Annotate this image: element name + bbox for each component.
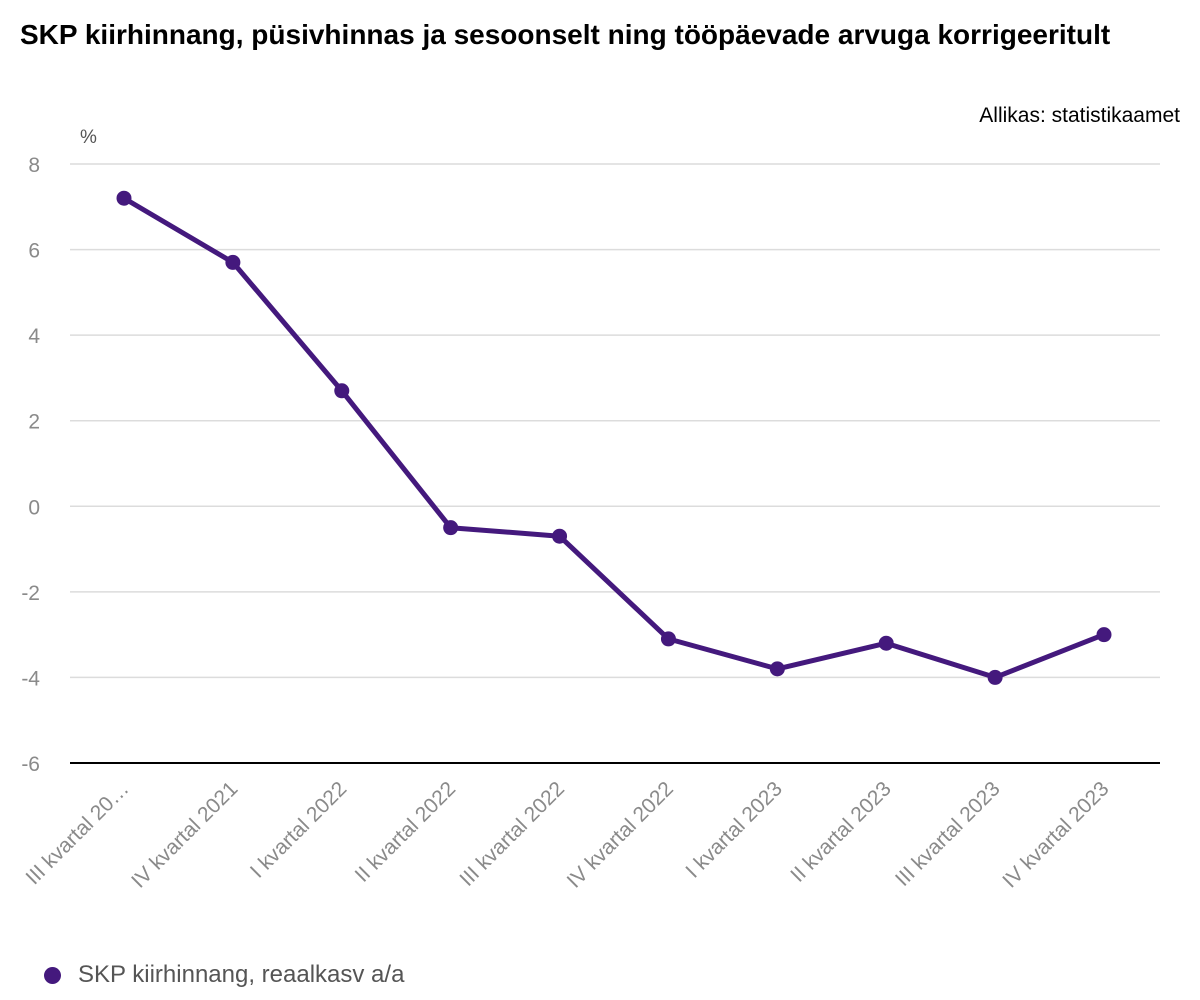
y-axis-ticks: 8 6 4 2 0 -2 -4 -6: [21, 154, 40, 776]
y-tick-label: -6: [21, 753, 40, 776]
x-tick-label: II kvartal 2023: [786, 777, 896, 887]
x-tick-label: III kvartal 20…: [22, 777, 134, 889]
data-point: [334, 383, 350, 399]
x-tick-label: IV kvartal 2023: [998, 777, 1113, 892]
source-note: Allikas: statistikaamet: [979, 104, 1180, 127]
data-point: [443, 520, 459, 536]
x-tick-label: III kvartal 2022: [455, 777, 569, 891]
chart-title: SKP kiirhinnang, püsivhinnas ja sesoonse…: [20, 19, 1111, 50]
legend[interactable]: SKP kiirhinnang, reaalkasv a/a: [44, 961, 404, 989]
y-tick-label: 6: [28, 240, 40, 263]
data-point: [1096, 627, 1112, 643]
data-point: [769, 661, 785, 677]
y-tick-label: 4: [28, 325, 40, 348]
x-tick-label: IV kvartal 2022: [563, 777, 678, 892]
y-tick-label: 0: [28, 496, 40, 519]
y-tick-label: 8: [28, 154, 40, 177]
data-point: [116, 190, 132, 206]
y-tick-label: 2: [28, 411, 40, 434]
series-layer: [116, 190, 1112, 685]
y-axis-unit: %: [80, 127, 97, 148]
series-line: [121, 195, 1107, 680]
data-point: [878, 635, 894, 651]
x-tick-label: II kvartal 2022: [351, 777, 461, 887]
data-point: [225, 254, 241, 270]
legend-label: SKP kiirhinnang, reaalkasv a/a: [78, 961, 405, 988]
y-tick-label: -2: [21, 582, 40, 605]
x-axis-ticks: III kvartal 20…IV kvartal 2021 I kvartal …: [22, 777, 1114, 892]
x-tick-label: III kvartal 2023: [891, 777, 1005, 891]
x-tick-label: IV kvartal 2021: [127, 777, 242, 892]
legend-marker-icon: [44, 966, 61, 984]
data-point: [660, 631, 676, 647]
y-tick-label: -4: [21, 667, 40, 690]
x-tick-label: I kvartal 2023: [681, 777, 786, 882]
data-point: [552, 528, 568, 544]
x-tick-label: I kvartal 2022: [246, 777, 351, 882]
data-point: [987, 669, 1003, 685]
